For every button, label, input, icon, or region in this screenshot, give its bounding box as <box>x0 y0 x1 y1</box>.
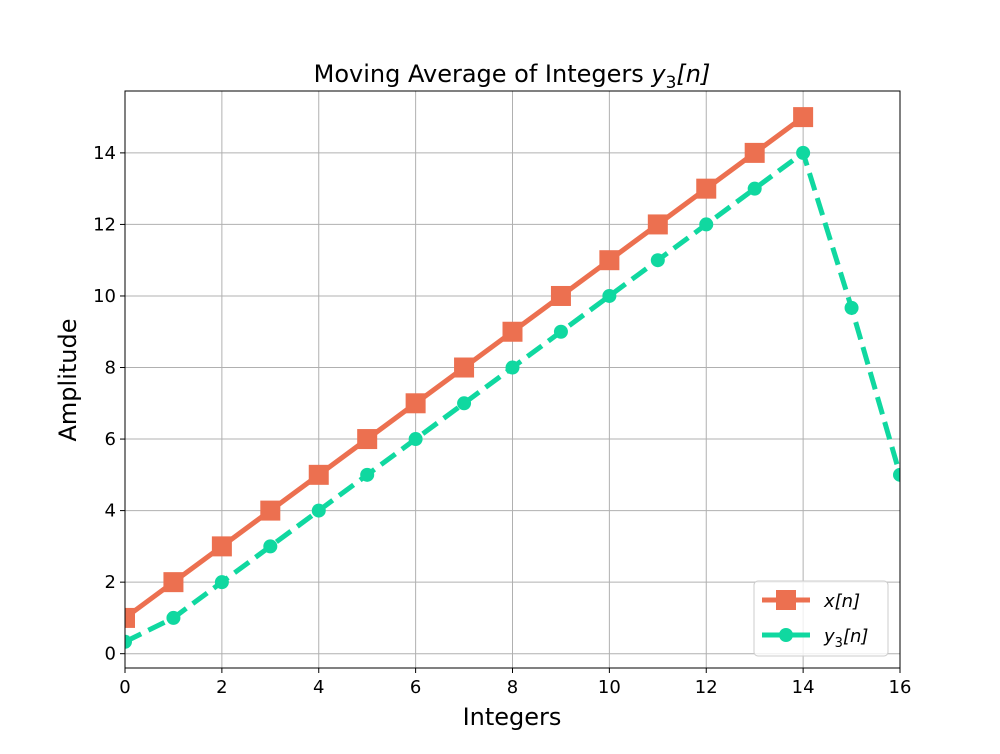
series-marker-1 <box>125 634 132 649</box>
x-tick-label: 12 <box>695 677 718 698</box>
y-tick-label: 4 <box>105 501 116 522</box>
series-marker-0 <box>260 500 281 521</box>
y-tick-label: 14 <box>93 143 116 164</box>
series-marker-0 <box>502 321 523 342</box>
x-tick-label: 10 <box>598 677 621 698</box>
series-marker-0 <box>163 572 184 593</box>
series-marker-0 <box>357 429 378 450</box>
y-tick-label: 0 <box>105 644 116 665</box>
series-marker-1 <box>408 432 423 447</box>
series-marker-0 <box>308 464 329 485</box>
legend-marker-1 <box>779 628 793 642</box>
series-marker-0 <box>744 142 765 163</box>
x-tick-label: 8 <box>507 677 518 698</box>
series-marker-1 <box>893 467 900 482</box>
y-tick-label: 12 <box>93 214 116 235</box>
series-marker-1 <box>214 575 229 590</box>
series-marker-1 <box>360 467 375 482</box>
series-marker-1 <box>166 610 181 625</box>
y-tick-label: 8 <box>105 358 116 379</box>
y-tick-label: 10 <box>93 286 116 307</box>
series-marker-0 <box>405 393 426 414</box>
x-tick-label: 4 <box>313 677 324 698</box>
series-marker-0 <box>599 250 620 271</box>
series-marker-1 <box>505 360 520 375</box>
series-marker-1 <box>311 503 326 518</box>
series-marker-1 <box>263 539 278 554</box>
y-axis-label: Amplitude <box>54 319 82 442</box>
series-marker-0 <box>647 214 668 235</box>
x-axis-label: Integers <box>463 703 562 731</box>
legend: x[n] y3[n] <box>753 580 889 657</box>
x-tick-label: 0 <box>119 677 130 698</box>
series-marker-0 <box>125 607 135 628</box>
series-layer <box>125 107 900 649</box>
y-tick-label: 2 <box>105 572 116 593</box>
series-marker-1 <box>602 288 617 303</box>
series-marker-1 <box>553 324 568 339</box>
ticks: 0 2 4 6 8 10 12 14 16 0 2 4 6 8 10 12 14 <box>93 143 911 698</box>
series-marker-0 <box>696 178 717 199</box>
x-tick-label: 16 <box>889 677 912 698</box>
series-marker-1 <box>699 217 714 232</box>
series-marker-1 <box>650 253 665 268</box>
series-marker-1 <box>747 181 762 196</box>
legend-label-0: x[n] <box>823 591 860 612</box>
series-marker-0 <box>454 357 475 378</box>
series-marker-0 <box>211 536 232 557</box>
series-marker-1 <box>457 396 472 411</box>
legend-marker-0 <box>776 590 796 610</box>
legend-label-1: y3[n] <box>823 626 868 651</box>
series-marker-1 <box>844 300 859 315</box>
series-marker-0 <box>793 107 814 128</box>
y-tick-label: 6 <box>105 429 116 450</box>
x-tick-label: 2 <box>216 677 227 698</box>
series-marker-1 <box>796 145 811 160</box>
x-tick-label: 6 <box>410 677 421 698</box>
series-marker-0 <box>550 285 571 306</box>
chart-title: Moving Average of Integers y3[n] <box>314 60 711 93</box>
x-tick-label: 14 <box>792 677 815 698</box>
